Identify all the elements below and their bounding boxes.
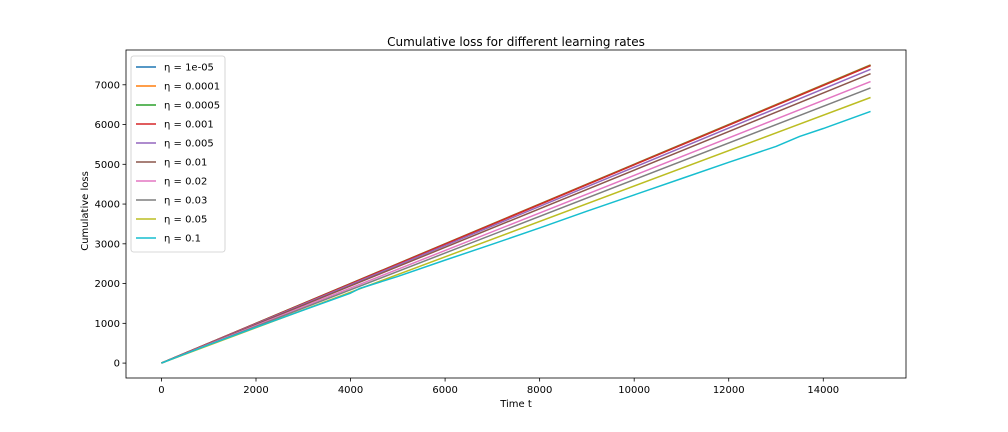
y-tick-label: 3000 [95, 239, 120, 250]
y-tick-label: 1000 [95, 319, 120, 330]
axes-frame [125, 49, 907, 379]
chart-title: Cumulative loss for different learning r… [387, 35, 645, 49]
legend-entry-label: η = 0.03 [164, 196, 207, 207]
series-line-7 [161, 80, 871, 364]
x-tick-label: 14000 [807, 385, 839, 396]
y-axis-title: Cumulative loss [80, 171, 91, 251]
y-tick-label: 6000 [95, 120, 120, 131]
series-line-8 [161, 87, 871, 364]
legend-entry-label: η = 0.01 [164, 158, 207, 169]
legend-entry-label: η = 0.001 [164, 120, 214, 131]
x-tick-label: 6000 [432, 385, 457, 396]
series-layer [161, 64, 871, 364]
legend-entry-label: η = 0.0005 [164, 101, 220, 112]
y-tick-label: 2000 [95, 279, 120, 290]
legend: η = 1e-05 η = 0.0001 η = 0.0005 η = 0.001 η … [130, 55, 226, 253]
y-tick-label: 5000 [95, 160, 120, 171]
y-tick-label: 4000 [95, 200, 120, 211]
series-line-10 [161, 110, 871, 364]
y-axis: 0 1000 2000 3000 4000 5000 6000 7000 [95, 80, 126, 370]
legend-entry-label: η = 0.0001 [164, 82, 220, 93]
x-tick-label: 0 [158, 385, 164, 396]
x-tick-label: 12000 [713, 385, 745, 396]
x-axis-title: Time t [499, 399, 532, 410]
y-tick-label: 0 [114, 359, 120, 370]
x-axis: 0 2000 4000 6000 8000 10000 12000 14000 [158, 378, 839, 396]
legend-entry-label: η = 0.005 [164, 139, 214, 150]
y-tick-label: 7000 [95, 80, 120, 91]
x-tick-label: 10000 [618, 385, 650, 396]
legend-entry-label: η = 0.1 [164, 234, 201, 245]
series-line-6 [161, 72, 871, 364]
legend-entry-label: η = 1e-05 [164, 63, 214, 74]
legend-entry-label: η = 0.05 [164, 215, 207, 226]
x-tick-label: 4000 [338, 385, 363, 396]
legend-entry-label: η = 0.02 [164, 177, 207, 188]
x-tick-label: 8000 [527, 385, 552, 396]
x-tick-label: 2000 [243, 385, 268, 396]
